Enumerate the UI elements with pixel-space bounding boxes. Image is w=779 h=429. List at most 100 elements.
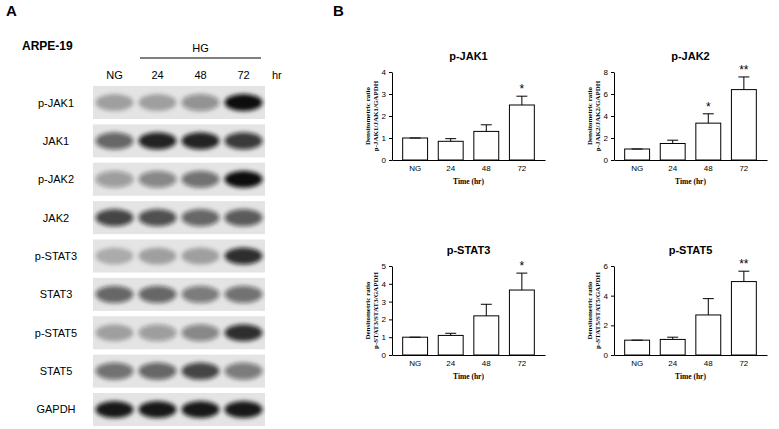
y-tick-mark	[611, 160, 614, 161]
error-cap	[410, 138, 421, 139]
unit-label: hr	[272, 69, 282, 81]
x-tick: 24	[446, 160, 455, 173]
error-bar	[481, 304, 492, 316]
x-tick-label: 72	[739, 359, 748, 368]
error-bar	[481, 125, 492, 132]
error-cap	[632, 149, 643, 150]
panel-label: A	[6, 2, 17, 19]
y-tick-mark	[389, 337, 392, 338]
y-tick-label: 6	[604, 90, 609, 99]
x-tick-label: 24	[446, 164, 455, 173]
significance: **	[739, 257, 749, 271]
bar	[625, 340, 650, 355]
x-tick-label: 72	[517, 164, 526, 173]
x-axis-title: Time (hr)	[675, 372, 706, 381]
y-axis-title: p-STAT5/STAT5/GAPDH	[594, 272, 602, 349]
blot-strip	[93, 86, 265, 119]
bar	[660, 144, 685, 161]
blot-band	[225, 401, 263, 418]
y-tick-label: 4	[604, 112, 609, 121]
x-tick-label: 24	[668, 164, 677, 173]
x-tick-label: 72	[517, 359, 526, 368]
row-label: JAK1	[43, 135, 69, 147]
error-stem	[743, 271, 744, 281]
chart-title: p-JAK2	[671, 50, 710, 62]
blot-band	[225, 324, 263, 341]
blot-strip	[93, 393, 265, 426]
y-tick: 4	[604, 112, 614, 121]
y-tick-mark	[389, 160, 392, 161]
y-tick-mark	[611, 116, 614, 117]
y-tick-mark	[611, 72, 614, 73]
y-tick-label: 2	[382, 315, 387, 324]
error-stem	[486, 304, 487, 316]
blot-band	[96, 247, 134, 264]
y-tick-label: 1	[382, 134, 387, 143]
y-tick: 4	[382, 68, 392, 77]
plot-marks	[625, 77, 757, 160]
significance: *	[520, 259, 525, 273]
x-axis-title: Time (hr)	[453, 177, 484, 186]
blot-band	[96, 324, 134, 341]
significance: **	[739, 63, 749, 77]
significance: *	[706, 100, 711, 114]
blot-band	[182, 401, 220, 418]
y-tick-label: 2	[604, 134, 609, 143]
blot-strip	[93, 163, 265, 196]
x-tick-label: 48	[704, 164, 713, 173]
bar	[438, 335, 463, 355]
panel-label: B	[333, 2, 344, 19]
y-axis-line	[614, 73, 615, 161]
y-tick: 6	[604, 90, 614, 99]
error-bar	[632, 149, 643, 150]
error-bar	[445, 333, 456, 335]
row-label: p-JAK1	[38, 97, 74, 109]
bar	[403, 138, 428, 160]
x-tick: NG	[409, 160, 421, 173]
x-axis-line	[393, 160, 546, 161]
x-tick-label: NG	[631, 359, 643, 368]
blot-band	[225, 209, 263, 226]
y-axis-line	[614, 267, 615, 356]
bar	[474, 131, 499, 160]
x-axis-line	[615, 160, 768, 161]
blot-band	[182, 324, 220, 341]
x-tick: 48	[482, 160, 491, 173]
error-cap	[703, 298, 714, 299]
x-tick: 24	[668, 160, 677, 173]
x-axis: NG 24 48 72	[393, 160, 546, 173]
y-tick-mark	[389, 138, 392, 139]
error-bar	[632, 340, 643, 341]
y-tick: 6	[604, 262, 614, 271]
row-label: JAK2	[43, 212, 69, 224]
y-tick-mark	[389, 94, 392, 95]
y-tick: 2	[382, 315, 392, 324]
blot-band	[182, 132, 220, 149]
blot-band	[96, 209, 134, 226]
x-tick: NG	[409, 355, 421, 368]
y-tick-mark	[389, 116, 392, 117]
bar	[438, 141, 463, 160]
row-label: GAPDH	[36, 403, 75, 415]
y-axis: 01234	[382, 68, 393, 165]
error-stem	[708, 299, 709, 315]
x-tick: 24	[446, 355, 455, 368]
row-label: p-STAT5	[35, 327, 77, 339]
error-stem	[521, 96, 522, 105]
y-tick: 8	[604, 68, 614, 77]
x-tick-label: 48	[482, 359, 491, 368]
y-tick-label: 4	[604, 292, 609, 301]
bar-chart: B*01234NG244872p-JAK1Time (hr)Densitomet…	[333, 2, 546, 186]
error-bar	[667, 337, 678, 339]
bar-chart: ***02468NG244872p-JAK2Time (hr)Densitome…	[586, 50, 768, 186]
x-tick: 48	[482, 355, 491, 368]
y-axis-line	[392, 267, 393, 356]
blot-band	[225, 286, 263, 303]
row-label: STAT5	[40, 365, 73, 377]
y-tick: 0	[382, 156, 392, 165]
y-tick-label: 3	[382, 298, 387, 307]
error-bar	[738, 271, 749, 281]
x-tick: 48	[704, 160, 713, 173]
bar	[731, 90, 756, 160]
x-axis-title: Time (hr)	[453, 372, 484, 381]
